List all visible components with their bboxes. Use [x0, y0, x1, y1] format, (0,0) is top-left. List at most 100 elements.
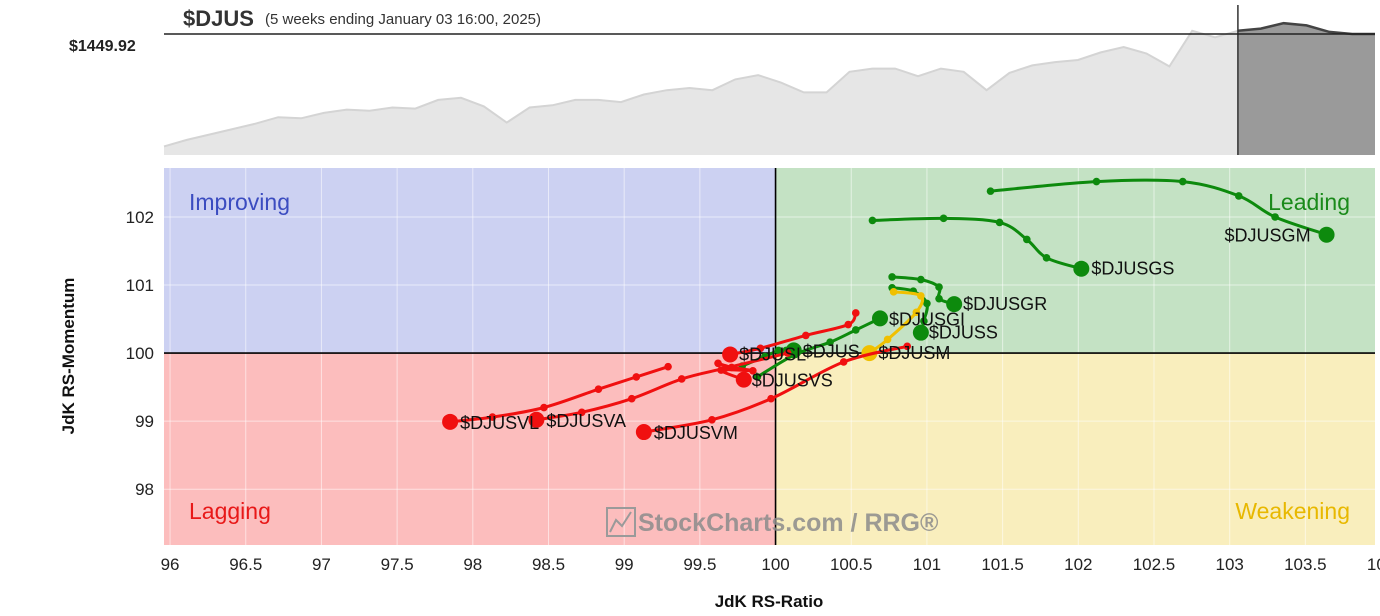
tail-head-djusl [722, 346, 739, 363]
series-label-djusgr: $DJUSGR [963, 294, 1047, 314]
price-line [163, 22, 1375, 148]
x-tick-label: 98.5 [532, 555, 565, 574]
price-panel [163, 5, 1375, 156]
series-label-djusvm: $DJUSVM [654, 423, 738, 443]
x-tick-label: 98 [463, 555, 482, 574]
tail-point-djusgs [868, 216, 877, 225]
tail-point-djusvm [903, 342, 912, 351]
series-label-djusvs: $DJUSVS [752, 371, 833, 391]
tail-point-djusgs [995, 218, 1004, 227]
tail-point-djusm [883, 335, 892, 344]
y-tick-label: 98 [135, 480, 154, 499]
x-tick-label: 97 [312, 555, 331, 574]
tail-point-djusvs [714, 359, 722, 368]
tail-point-djus [774, 346, 783, 355]
tail-point-djusva [627, 394, 636, 403]
series-label-djuss: $DJUSS [929, 323, 998, 343]
x-tick-label: 102 [1064, 555, 1092, 574]
tail-point-djusl [756, 344, 765, 353]
quadrant-backgrounds [164, 168, 1375, 545]
y-axis-title: JdK RS-Momentum [59, 278, 78, 435]
quadrant-labels: Improving Leading Weakening Lagging [189, 189, 1350, 524]
series-label-djusva: $DJUSVA [546, 411, 626, 431]
quadrant-label-leading: Leading [1268, 189, 1350, 215]
tail-head-djusvm [635, 424, 652, 441]
tail-point-djusgs [939, 214, 948, 223]
tail-point-djusvl [540, 403, 548, 412]
tail-point-djusgr [917, 275, 925, 284]
tail-point-djuss [920, 317, 928, 325]
tail-point-djusgi [826, 338, 834, 347]
quadrant-label-lagging: Lagging [189, 498, 271, 524]
series-label-djus: $DJUS [803, 341, 860, 361]
series-label-djusm: $DJUSM [878, 343, 950, 363]
watermark-text: StockCharts.com / RRG® [638, 509, 939, 537]
tail-point-djusl [844, 320, 853, 329]
tail-point-djusvm [839, 358, 848, 366]
x-tick-label: 97.5 [381, 555, 414, 574]
x-tick-label: 104 [1367, 555, 1380, 574]
tail-point-djusgr [888, 273, 896, 281]
tail-point-djusvl [664, 362, 672, 371]
tail-point-djusgs [1023, 235, 1031, 244]
tail-point-djusgr [935, 283, 943, 291]
y-tick-label: 99 [135, 412, 154, 431]
x-tick-label: 101.5 [981, 555, 1024, 574]
tail-head-djusvs [735, 371, 752, 388]
tail-point-djusva [677, 375, 686, 383]
tail-point-djusgi [753, 373, 762, 381]
last-price-label: $1449.92 [69, 38, 136, 55]
x-tick-label: 99.5 [683, 555, 716, 574]
chart-symbol-title: $DJUS [183, 6, 254, 31]
axis-ticks: 96 96.5 97 97.5 98 98.5 99 99.5 100 100.5 101 101.5… [126, 208, 1380, 574]
tail-point-djusgr [935, 294, 943, 303]
x-tick-label: 96 [161, 555, 180, 574]
tail-head-djusgr [946, 296, 963, 313]
tail-point-djusgm [1178, 177, 1187, 186]
tail-point-djusl [851, 309, 860, 317]
tail-point-djusvl [632, 373, 641, 381]
quadrant-label-weakening: Weakening [1235, 498, 1350, 524]
tail-point-djusgi [851, 326, 860, 334]
series-label-djusl: $DJUSL [739, 344, 806, 364]
x-tick-label: 96.5 [229, 555, 262, 574]
tail-head-djusgs [1073, 260, 1090, 277]
quadrant-label-improving: Improving [189, 189, 290, 215]
price-highlight-area [1237, 23, 1375, 156]
tail-head-djusgm [1318, 226, 1335, 243]
tail-point-djusvm [767, 394, 775, 403]
series-label-djusgi: $DJUSGI [889, 309, 965, 329]
tail-point-djusvl [594, 385, 603, 393]
chart-period-subtitle: (5 weeks ending January 03 16:00, 2025) [265, 11, 542, 28]
watermark-logo-icon-line [609, 511, 632, 533]
x-tick-label: 101 [913, 555, 941, 574]
y-tick-label: 100 [126, 344, 154, 363]
quadrant-weakening [775, 353, 1375, 545]
tail-point-djusm [889, 288, 898, 296]
tail-point-djusl [802, 331, 810, 340]
tail-head-djusvl [442, 413, 459, 430]
series-label-djusgm: $DJUSGM [1225, 226, 1311, 246]
tail-point-djusva [577, 408, 586, 417]
x-tick-label: 103.5 [1284, 555, 1327, 574]
tail-head-djuss [912, 324, 929, 341]
axis-titles: JdK RS-Ratio JdK RS-Momentum [59, 278, 823, 611]
price-area [164, 23, 1375, 156]
tail-point-djusm [912, 308, 921, 317]
tail-point-djusgm [1092, 177, 1101, 186]
x-axis-title: JdK RS-Ratio [715, 592, 824, 611]
tail-point-djusgm [1234, 192, 1243, 200]
quadrant-lagging [164, 353, 776, 545]
tail-point-djusvs [749, 366, 757, 375]
tail-point-djusva [783, 349, 792, 357]
tail-point-djusgm [986, 187, 995, 195]
quadrant-improving [164, 168, 776, 354]
rotation-tails [442, 177, 1335, 441]
y-tick-label: 101 [126, 276, 154, 295]
watermark-logo-icon [606, 507, 636, 537]
tail-head-djusgi [872, 310, 889, 327]
series-label-djusvl: $DJUSVL [460, 413, 539, 433]
tail-point-djusgm [1271, 213, 1279, 221]
tail-point-djusgs [1042, 254, 1051, 262]
